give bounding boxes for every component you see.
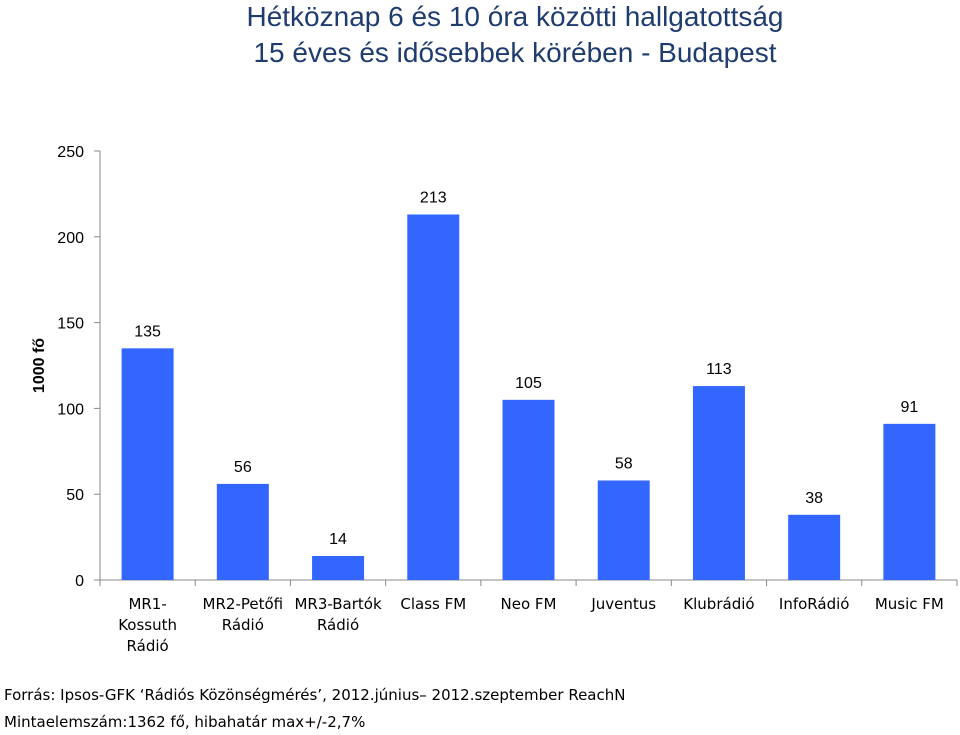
bar-value-label: 113	[706, 361, 732, 378]
x-category-label: Class FM	[400, 595, 466, 613]
y-tick-label: 100	[57, 401, 84, 418]
x-category-label: MR3-Bartók Rádió	[294, 595, 381, 634]
bar	[883, 423, 936, 580]
y-tick-label: 250	[57, 144, 84, 161]
x-category-label: InfoRádió	[779, 595, 850, 613]
bar-value-label: 91	[900, 399, 918, 416]
bar	[121, 348, 174, 580]
source-note: Forrás: Ipsos-GFK ‘Rádiós Közönségmérés’…	[4, 686, 626, 704]
y-tick-label: 150	[57, 316, 84, 333]
x-category-label: Juventus	[590, 595, 656, 613]
bar-value-label: 135	[134, 323, 161, 340]
bar	[597, 480, 650, 580]
bar	[216, 483, 269, 580]
x-category-label: MR1-Kossuth Rádió	[118, 595, 177, 655]
bar	[692, 386, 745, 580]
chart-title-line-1: Hétköznap 6 és 10 óra közötti hallgatott…	[246, 1, 784, 32]
x-category-label: Klubrádió	[683, 595, 754, 613]
bar-value-label: 38	[805, 490, 823, 507]
bar-chart: 0 50 100 150 200 250 1000 fő 135 MR1-Kossuth Rádi…	[31, 144, 958, 655]
y-tick-label: 0	[75, 573, 84, 590]
bar	[788, 514, 841, 580]
y-tick-label: 200	[57, 230, 84, 247]
bar-value-label: 58	[615, 455, 633, 472]
bar	[502, 399, 555, 580]
sample-note: Mintaelemszám:1362 fő, hibahatár max+/-2…	[4, 713, 366, 731]
y-axis-label: 1000 fő	[31, 338, 48, 393]
bar	[407, 214, 460, 580]
bar-value-label: 56	[234, 459, 252, 476]
bar	[312, 555, 365, 580]
x-category-label: Music FM	[875, 595, 944, 613]
bar-value-label: 14	[329, 531, 347, 548]
bar-value-label: 213	[420, 189, 447, 206]
x-category-label: MR2-Petőfi Rádió	[203, 595, 284, 634]
chart-title-line-2: 15 éves és idősebbek körében - Budapest	[253, 37, 777, 68]
y-tick-label: 50	[66, 487, 84, 504]
bar-value-label: 105	[515, 375, 542, 392]
x-category-label: Neo FM	[501, 595, 557, 613]
